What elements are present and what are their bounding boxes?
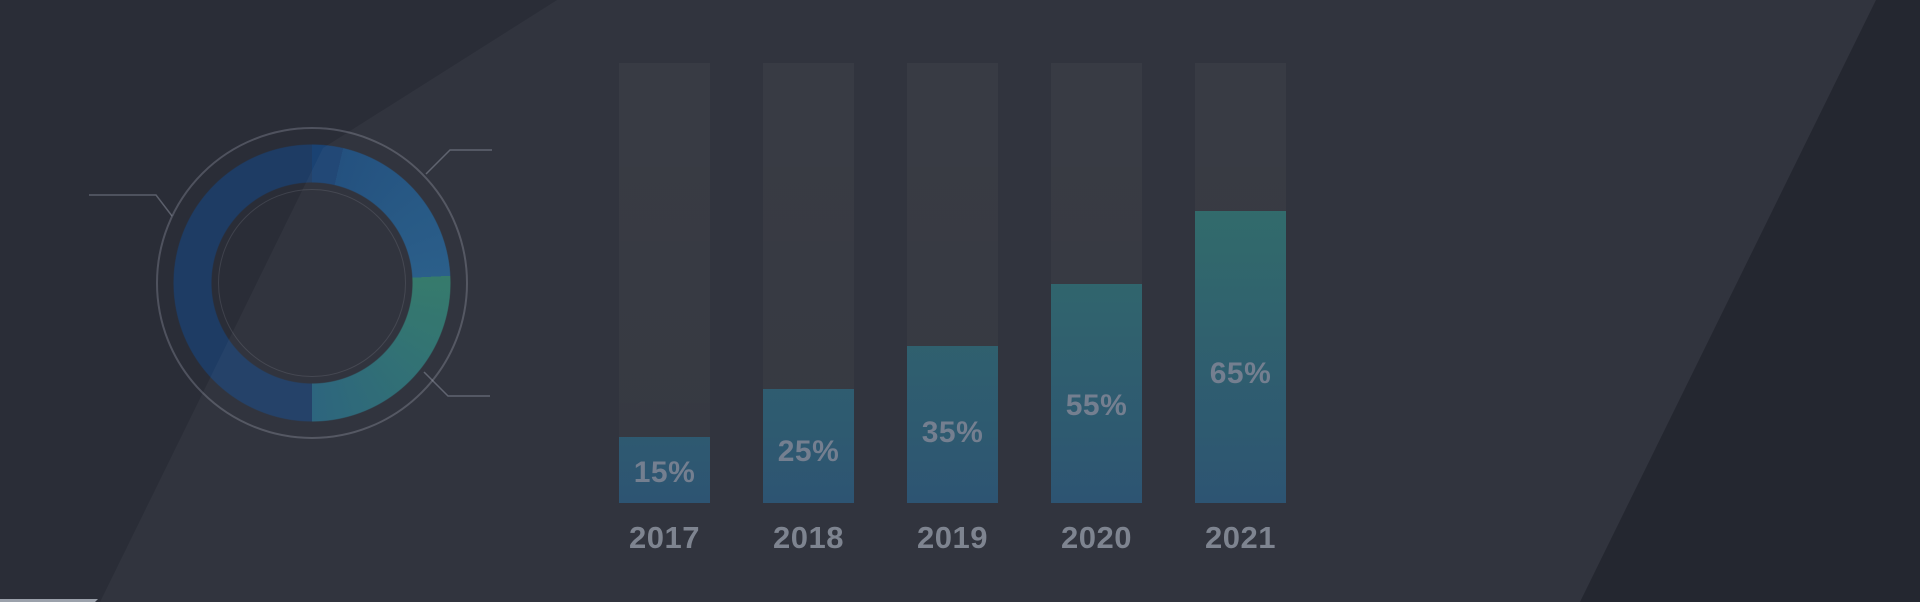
bar-group-2020: 55% 2020 xyxy=(1051,63,1142,563)
donut-inner-hairline-circle xyxy=(218,189,406,377)
bar-fill: 15% xyxy=(619,437,710,503)
donut-outline-circle xyxy=(156,127,468,439)
bar-category-label: 2020 xyxy=(1061,520,1132,555)
bar-group-2019: 35% 2019 xyxy=(907,63,998,563)
bottom-left-edge-strip xyxy=(0,599,98,602)
bar-value-label: 25% xyxy=(777,435,840,468)
callout-line-left xyxy=(89,194,173,217)
bar-fill: 55% xyxy=(1051,284,1142,503)
bar-fill: 65% xyxy=(1195,211,1286,503)
callout-line-top-right xyxy=(425,149,492,175)
bar-value-label: 55% xyxy=(1065,389,1128,422)
bar-category-label: 2017 xyxy=(629,520,700,555)
bar-track xyxy=(619,63,710,503)
bar-value-label: 65% xyxy=(1209,357,1272,390)
callout-line-bottom-right xyxy=(423,371,490,397)
bar-group-2021: 65% 2021 xyxy=(1195,63,1286,563)
bar-category-label: 2018 xyxy=(773,520,844,555)
bar-group-2018: 25% 2018 xyxy=(763,63,854,563)
bar-category-label: 2019 xyxy=(917,520,988,555)
bar-value-label: 15% xyxy=(633,456,696,489)
bar-fill: 35% xyxy=(907,346,998,503)
bar-group-2017: 15% 2017 xyxy=(619,63,710,563)
bar-category-label: 2021 xyxy=(1205,520,1276,555)
bar-fill: 25% xyxy=(763,389,854,503)
bar-value-label: 35% xyxy=(921,416,984,449)
